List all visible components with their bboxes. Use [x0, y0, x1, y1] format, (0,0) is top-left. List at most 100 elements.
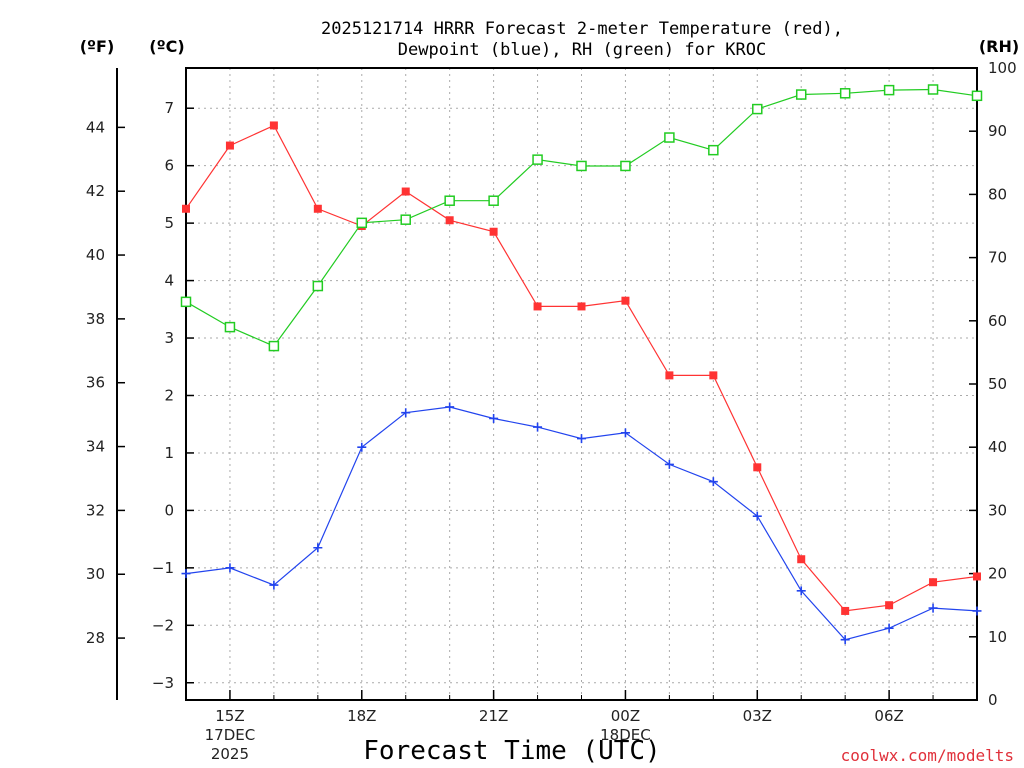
dewpoint-point	[577, 434, 586, 444]
rh-axis: 0 10 20 30 40 50 60 70 80 90 100	[969, 59, 1017, 709]
rh-point	[444, 195, 455, 206]
dewpoint-point	[928, 603, 938, 613]
celsius-tick-label: 3	[164, 329, 174, 347]
celsius-tick-label: −1	[152, 559, 174, 577]
dewpoint-point	[225, 563, 235, 573]
rh-point	[312, 280, 324, 292]
rh-point	[971, 90, 983, 102]
rh-point	[532, 154, 543, 165]
rh-tick-label: 40	[988, 438, 1007, 456]
temperature-point	[929, 578, 938, 587]
time-tick-label: 15Z	[215, 707, 244, 725]
rh-point	[795, 89, 807, 100]
fahrenheit-tick-label: 36	[86, 374, 105, 392]
time-tick-label: 06Z	[874, 707, 903, 725]
time-tick-label: 03Z	[743, 707, 772, 725]
temperature-point	[313, 204, 322, 213]
temperature-point	[709, 371, 718, 380]
temperature-point	[797, 555, 806, 564]
rh-point	[488, 195, 499, 206]
temperature-point	[841, 606, 850, 615]
celsius-tick-label: 0	[164, 501, 174, 519]
source-credit: coolwx.com/modelts	[841, 746, 1014, 765]
fahrenheit-tick-label: 30	[86, 565, 105, 583]
chart-title-line1: 2025121714 HRRR Forecast 2-meter Tempera…	[321, 19, 843, 39]
rh-tick-label: 80	[988, 185, 1007, 203]
dewpoint-point	[620, 428, 630, 438]
rh-point	[752, 103, 763, 115]
time-tick-label: 17DEC	[205, 726, 256, 744]
fahrenheit-axis: 28 30 32 34 36 38 40 42 44	[86, 118, 125, 647]
celsius-tick-label: 5	[164, 214, 174, 232]
rh-point	[839, 88, 851, 99]
fahrenheit-tick-label: 32	[86, 501, 105, 519]
rh-tick-label: 0	[988, 691, 998, 709]
rh-tick-label: 10	[988, 628, 1007, 646]
dewpoint-point	[357, 442, 367, 452]
temperature-point	[533, 302, 542, 311]
rh-point	[664, 132, 675, 143]
dewpoint-point	[269, 580, 279, 590]
temperature-point	[445, 216, 454, 225]
rh-point	[180, 296, 192, 308]
fahrenheit-tick-label: 44	[86, 118, 105, 136]
temperature-point	[269, 121, 278, 130]
rh-tick-label: 30	[988, 501, 1007, 519]
temperature-point	[225, 141, 234, 150]
data-series	[180, 84, 983, 645]
x-axis-label: Forecast Time (UTC)	[363, 736, 660, 766]
fahrenheit-tick-label: 34	[86, 438, 105, 456]
rh-point	[400, 214, 411, 225]
rh-point	[708, 144, 719, 156]
chart-title-line2: Dewpoint (blue), RH (green) for KROC	[398, 40, 766, 60]
rh-tick-label: 100	[988, 59, 1017, 77]
time-tick-label: 18DEC	[600, 726, 651, 744]
temperature-point	[973, 572, 981, 581]
temperature-series	[182, 121, 981, 615]
rh-tick-label: 70	[988, 249, 1007, 267]
celsius-tick-label: 4	[164, 272, 174, 290]
dewpoint-point	[533, 422, 543, 432]
rh-tick-label: 20	[988, 565, 1007, 583]
fahrenheit-tick-label: 42	[86, 182, 105, 200]
dewpoint-point	[313, 543, 323, 553]
dewpoint-point	[664, 459, 674, 469]
dewpoint-point	[181, 569, 191, 579]
rh-tick-label: 50	[988, 375, 1007, 393]
celsius-tick-label: −2	[152, 616, 174, 634]
dewpoint-series	[181, 402, 982, 645]
celsius-tick-label: 6	[164, 157, 174, 175]
temperature-point	[182, 204, 190, 213]
time-tick-label: 18Z	[347, 707, 376, 725]
dewpoint-point	[445, 402, 455, 412]
time-tick-label: 2025	[211, 745, 249, 763]
rh-point	[224, 321, 236, 333]
rh-point	[576, 160, 587, 172]
dewpoint-point	[840, 635, 850, 645]
temperature-point	[885, 601, 894, 610]
temperature-point	[621, 296, 630, 305]
celsius-tick-label: 7	[164, 99, 174, 117]
fahrenheit-unit-label: (ºF)	[80, 37, 115, 56]
fahrenheit-tick-label: 40	[86, 246, 105, 264]
rh-point	[620, 160, 631, 172]
rh-point	[356, 217, 368, 229]
dewpoint-point	[489, 413, 499, 423]
temperature-point	[753, 463, 762, 472]
dewpoint-point	[401, 408, 411, 418]
dewpoint-point	[796, 586, 806, 596]
temperature-point	[577, 302, 586, 311]
temperature-point	[489, 227, 498, 236]
time-tick-label: 00Z	[611, 707, 640, 725]
dewpoint-point	[708, 477, 718, 487]
dewpoint-point	[752, 511, 762, 521]
fahrenheit-tick-label: 28	[86, 629, 105, 647]
celsius-tick-label: 1	[164, 444, 174, 462]
time-tick-label: 21Z	[479, 707, 508, 725]
rh-unit-label: (RH)	[979, 37, 1019, 56]
rh-tick-label: 60	[988, 312, 1007, 330]
rh-series	[180, 84, 983, 352]
dewpoint-point	[884, 623, 894, 633]
